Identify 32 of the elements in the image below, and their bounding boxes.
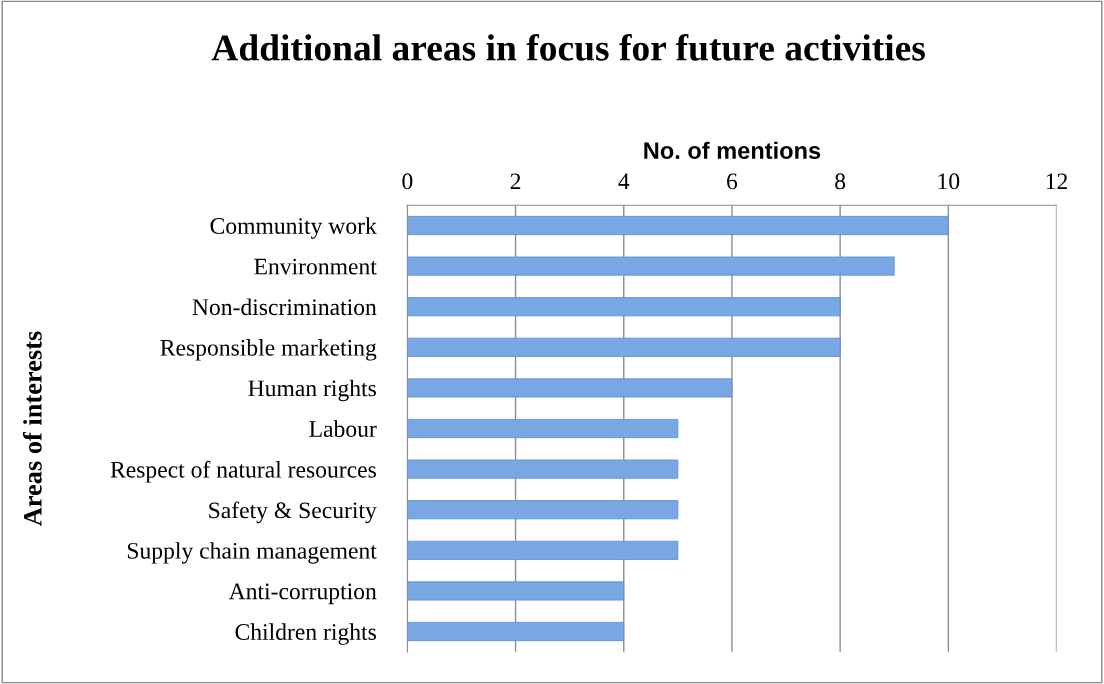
- x-tick-label: 4: [618, 173, 630, 190]
- x-tick-label: 2: [510, 173, 521, 190]
- bar: [407, 297, 841, 317]
- y-tick-label: Community work: [210, 217, 377, 239]
- y-tick-label: Supply chain management: [127, 542, 377, 564]
- y-tick-label: Human rights: [248, 379, 376, 402]
- chart-title: Additional areas in focus for future activities: [211, 33, 925, 61]
- bar: [407, 500, 679, 520]
- x-tick-label: 12: [1046, 173, 1068, 190]
- y-tick-label: Environment: [254, 258, 377, 275]
- bar: [407, 581, 625, 601]
- x-tick-label: 8: [835, 173, 846, 190]
- bar: [407, 621, 625, 642]
- y-tick-label: Respect of natural resources: [110, 460, 376, 483]
- bar: [407, 459, 679, 479]
- bar: [407, 215, 949, 236]
- bar: [407, 418, 679, 439]
- x-tick-label: 10: [938, 173, 960, 190]
- y-tick-label: Responsible marketing: [160, 339, 377, 361]
- bar: [407, 378, 733, 398]
- y-tick-label: Anti-corruption: [228, 583, 377, 605]
- y-axis-title: Areas of interests: [22, 331, 42, 526]
- y-tick-label: Labour: [309, 420, 377, 437]
- bar: [407, 540, 679, 560]
- x-tick-label: 6: [727, 173, 738, 190]
- y-tick-label: Children rights: [235, 623, 376, 645]
- y-tick-label: Non-discrimination: [192, 298, 377, 316]
- x-tick-label: 0: [402, 173, 413, 190]
- bar: [407, 337, 841, 357]
- bar: [407, 256, 895, 276]
- x-axis-title: No. of mentions: [644, 141, 821, 160]
- y-tick-label: Safety & Security: [209, 501, 377, 524]
